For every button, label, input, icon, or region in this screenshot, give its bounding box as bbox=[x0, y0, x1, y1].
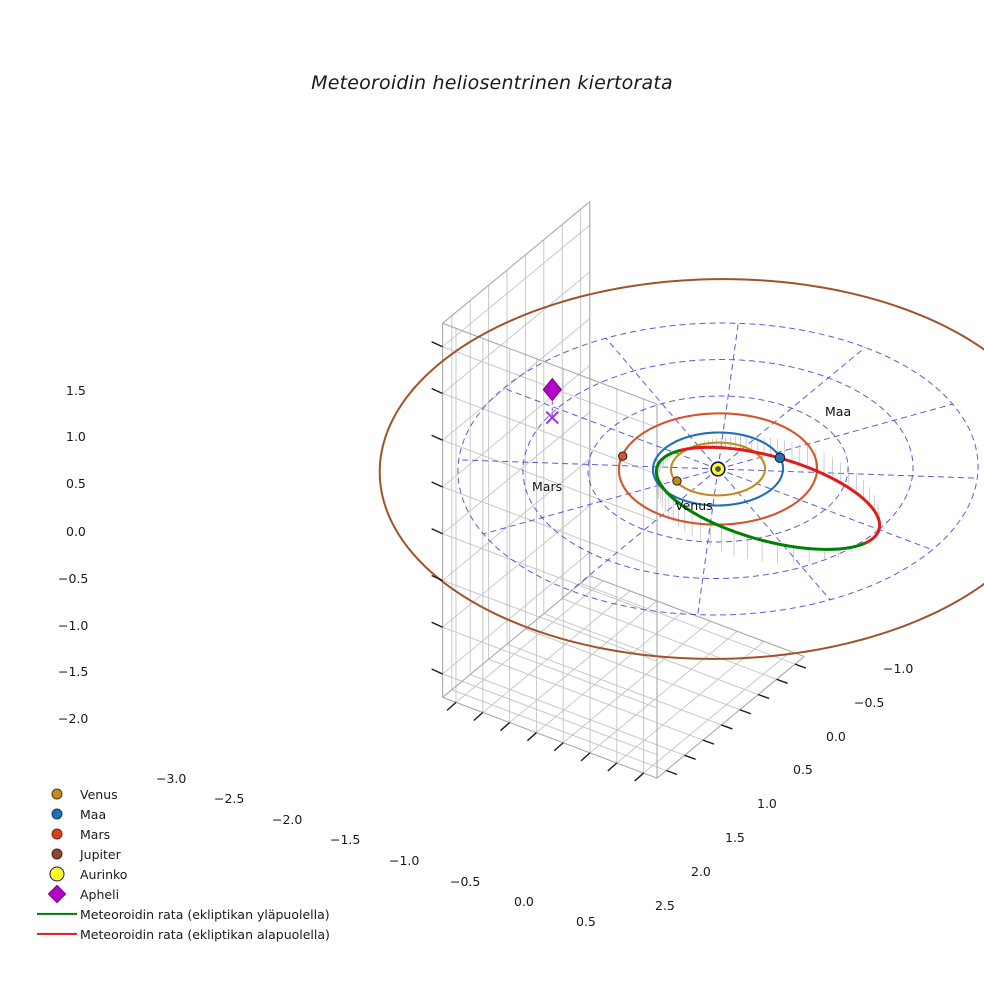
body-label-maa: Maa bbox=[825, 404, 852, 419]
z-axis-tick-label: 0.0 bbox=[66, 524, 86, 539]
legend-item-label: Apheli bbox=[80, 886, 120, 902]
x-axis-tick-label: 0.0 bbox=[514, 894, 534, 909]
legend-dot-swatch bbox=[51, 808, 63, 820]
legend-item[interactable]: Venus bbox=[34, 784, 330, 804]
x-axis-tick-label: −2.0 bbox=[272, 812, 303, 827]
x-axis-tick-label: −1.5 bbox=[330, 832, 361, 847]
axis-tick-marks bbox=[431, 341, 807, 782]
legend-item-label: Venus bbox=[80, 786, 118, 802]
y-axis-tick-label: 2.5 bbox=[655, 898, 675, 913]
legend-item[interactable]: Maa bbox=[34, 804, 330, 824]
z-axis-tick-label: −1.5 bbox=[58, 664, 89, 679]
legend-item-label: Meteoroidin rata (ekliptikan yläpuolella… bbox=[80, 906, 330, 922]
legend-line-swatch bbox=[37, 912, 77, 916]
legend-item[interactable]: Jupiter bbox=[34, 844, 330, 864]
legend-dot-swatch bbox=[51, 848, 63, 860]
z-axis-tick-label: −1.0 bbox=[58, 618, 89, 633]
legend-dot-key bbox=[34, 844, 80, 864]
legend-item[interactable]: Meteoroidin rata (ekliptikan alapuolella… bbox=[34, 924, 330, 944]
x-axis-tick-label: −0.5 bbox=[450, 874, 481, 889]
legend-line-swatch bbox=[37, 932, 77, 936]
z-axis-tick-label: 1.0 bbox=[66, 429, 86, 444]
x-axis-tick-label: −3.0 bbox=[156, 771, 187, 786]
legend-dot-key bbox=[34, 784, 80, 804]
y-axis-tick-label: −1.0 bbox=[883, 661, 914, 676]
legend-item[interactable]: Aurinko bbox=[34, 864, 330, 884]
body-markers bbox=[542, 377, 786, 486]
legend-diamond-key bbox=[34, 884, 80, 904]
z-axis-tick-label: 1.5 bbox=[66, 383, 86, 398]
legend-item-label: Jupiter bbox=[80, 846, 121, 862]
z-axis-tick-label: −2.0 bbox=[58, 711, 89, 726]
chart-title: Meteoroidin heliosentrinen kiertorata bbox=[311, 72, 673, 94]
meteoroid-orbit bbox=[654, 445, 882, 551]
x-axis-tick-label: −2.5 bbox=[214, 791, 245, 806]
legend-item[interactable]: Apheli bbox=[34, 884, 330, 904]
legend-dot-swatch bbox=[49, 866, 65, 882]
y-axis-tick-label: 0.5 bbox=[793, 762, 813, 777]
legend-dot-swatch bbox=[51, 828, 63, 840]
legend-item-label: Maa bbox=[80, 806, 107, 822]
y-axis-tick-label: 0.0 bbox=[826, 729, 846, 744]
legend: Venus Maa Mars Jupiter Aurinko Apheli Meteoroi… bbox=[34, 784, 330, 944]
legend-dot-key bbox=[34, 824, 80, 844]
legend-dot-key bbox=[34, 864, 80, 884]
z-axis-tick-label: −0.5 bbox=[58, 571, 89, 586]
legend-dot-key bbox=[34, 804, 80, 824]
planet-orbits bbox=[617, 412, 819, 526]
y-axis-tick-label: 1.5 bbox=[725, 830, 745, 845]
legend-dot-swatch bbox=[51, 788, 63, 800]
legend-item[interactable]: Meteoroidin rata (ekliptikan yläpuolella… bbox=[34, 904, 330, 924]
axes-wall-grid bbox=[442, 201, 805, 779]
body-label-venus: Venus bbox=[675, 498, 713, 513]
z-axis-tick-label: 0.5 bbox=[66, 476, 86, 491]
legend-line-key bbox=[34, 924, 80, 944]
legend-item-label: Aurinko bbox=[80, 866, 128, 882]
y-axis-tick-label: −0.5 bbox=[854, 695, 885, 710]
jupiter-orbit bbox=[378, 278, 984, 660]
body-label-mars: Mars bbox=[532, 479, 563, 494]
y-axis-tick-label: 2.0 bbox=[691, 864, 711, 879]
legend-diamond-swatch bbox=[47, 884, 67, 904]
legend-line-key bbox=[34, 904, 80, 924]
x-axis-tick-label: 0.5 bbox=[576, 914, 596, 929]
legend-item[interactable]: Mars bbox=[34, 824, 330, 844]
legend-item-label: Mars bbox=[80, 826, 111, 842]
legend-item-label: Meteoroidin rata (ekliptikan alapuolella… bbox=[80, 926, 330, 942]
y-axis-tick-label: 1.0 bbox=[757, 796, 777, 811]
x-axis-tick-label: −1.0 bbox=[389, 853, 420, 868]
